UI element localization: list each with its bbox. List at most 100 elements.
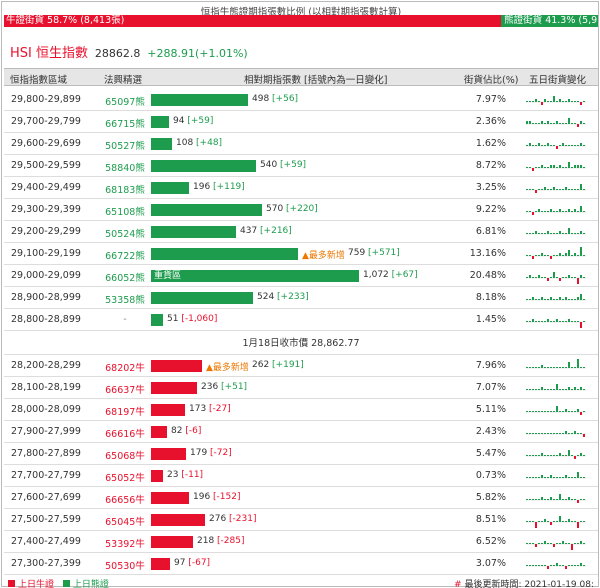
sparkline-bar xyxy=(544,565,546,566)
sparkline-bar xyxy=(571,211,573,212)
daily-change: [+571] xyxy=(368,248,400,258)
warrant-code-link[interactable]: 66616牛 xyxy=(105,429,145,440)
sparkline-bar xyxy=(535,565,537,566)
sparkline-bar xyxy=(559,389,561,390)
sparkline-bar xyxy=(529,499,531,500)
table-row: 28,100-28,199 66637牛 236 [+51] 7.07% xyxy=(4,377,598,399)
warrant-code-link[interactable]: 58840熊 xyxy=(105,163,145,174)
futures-bar xyxy=(151,492,189,504)
sparkline-bar xyxy=(553,145,555,146)
futures-value: 173 [-27] xyxy=(189,404,231,414)
sparkline-bar xyxy=(547,143,549,146)
warrant-code-link[interactable]: 50527熊 xyxy=(105,141,145,152)
sparkline-bar xyxy=(550,389,552,390)
warrant-code-link[interactable]: 53358熊 xyxy=(105,295,145,306)
sparkline-bar xyxy=(553,389,555,390)
sparkline-bar xyxy=(532,101,534,102)
sparkline-bar xyxy=(562,455,564,456)
warrant-code-link[interactable]: 66656牛 xyxy=(105,495,145,506)
futures-bar xyxy=(151,558,170,570)
sparkline-bar xyxy=(580,184,582,190)
sparkline-bar xyxy=(580,477,582,478)
sparkline-bar xyxy=(571,521,573,522)
street-percent: 6.81% xyxy=(475,226,506,237)
sparkline-bar xyxy=(550,256,552,259)
five-day-sparkline xyxy=(526,554,586,574)
sparkline-bar xyxy=(565,101,567,102)
sparkline-bar xyxy=(565,233,567,234)
sparkline-bar xyxy=(580,294,582,300)
sparkline-bar xyxy=(562,389,564,390)
sparkline-bar xyxy=(547,477,549,478)
sparkline-bar xyxy=(568,477,570,478)
sparkline-bar xyxy=(526,189,528,190)
sparkline-bar xyxy=(553,367,555,368)
sparkline-bar xyxy=(562,101,564,102)
sparkline-bar xyxy=(553,299,555,300)
daily-change: [+233] xyxy=(277,292,309,302)
sparkline-bar xyxy=(532,168,534,171)
sparkline-bar xyxy=(580,412,582,415)
sparkline-bar xyxy=(526,121,528,124)
sparkline-bar xyxy=(580,165,582,168)
sparkline-bar xyxy=(562,367,564,368)
warrant-code-link[interactable]: 66715熊 xyxy=(105,119,145,130)
sparkline-bar xyxy=(559,231,561,234)
sparkline-bar xyxy=(556,477,558,478)
sparkline-bar xyxy=(538,209,540,212)
sparkline-bar xyxy=(574,165,576,168)
sparkline-bar xyxy=(538,189,540,190)
range-label: 27,400-27,499 xyxy=(11,536,81,547)
sparkline-bar xyxy=(541,277,543,278)
sparkline-bar xyxy=(574,123,576,124)
warrant-code-link[interactable]: 65052牛 xyxy=(105,473,145,484)
heavy-zone-label: 重貨區 xyxy=(154,271,182,281)
sparkline-bar xyxy=(553,455,555,456)
warrant-code-link[interactable]: 65108熊 xyxy=(105,207,145,218)
sparkline-bar xyxy=(529,167,531,168)
sparkline-bar xyxy=(574,565,576,566)
futures-bar xyxy=(151,226,236,238)
sparkline-bar xyxy=(556,299,558,300)
sparkline-bar xyxy=(580,433,582,434)
warrant-code-link[interactable]: 66052熊 xyxy=(105,273,145,284)
warrant-code-link[interactable]: 68183熊 xyxy=(105,185,145,196)
futures-value: 262 [+191] xyxy=(252,360,304,370)
sparkline-bar xyxy=(568,228,570,234)
sparkline-bar xyxy=(559,411,561,412)
range-label: 29,200-29,299 xyxy=(11,226,81,237)
warrant-code-link[interactable]: 65097熊 xyxy=(105,97,145,108)
contracts-count: 759 xyxy=(348,248,369,258)
warrant-code-link[interactable]: 66722熊 xyxy=(105,251,145,262)
sparkline-bar xyxy=(571,233,573,234)
warrant-code-link[interactable]: 66637牛 xyxy=(105,385,145,396)
sparkline-bar xyxy=(547,543,549,544)
futures-value: 196 [-152] xyxy=(193,492,241,502)
warrant-code-link[interactable]: 50530牛 xyxy=(105,561,145,572)
sparkline-bar xyxy=(553,165,555,168)
warrant-code-link[interactable]: 65068牛 xyxy=(105,451,145,462)
sparkline-bar xyxy=(580,453,582,456)
five-day-sparkline xyxy=(526,178,586,198)
sparkline-bar xyxy=(547,211,549,212)
sparkline-bar xyxy=(544,321,546,322)
index-name[interactable]: HSI 恒生指數 xyxy=(10,46,88,61)
warrant-code-link[interactable]: 65045牛 xyxy=(105,517,145,528)
sparkline-bar xyxy=(550,565,552,566)
sparkline-bar xyxy=(550,433,552,434)
sparkline-bar xyxy=(577,321,579,322)
warrant-code-link[interactable]: 50524熊 xyxy=(105,229,145,240)
daily-change: [-6] xyxy=(185,426,202,436)
sparkline-bar xyxy=(559,494,561,500)
futures-value: 540 [+59] xyxy=(260,160,306,170)
sparkline-bar xyxy=(565,543,567,544)
sparkline-bar xyxy=(559,189,561,190)
warrant-code-link[interactable]: 68202牛 xyxy=(105,363,145,374)
warrant-code-link[interactable]: 53392牛 xyxy=(105,539,145,550)
sparkline-bar xyxy=(544,299,546,300)
daily-change: [-152] xyxy=(213,492,241,502)
sparkline-bar xyxy=(532,455,534,456)
sparkline-bar xyxy=(559,565,561,566)
sparkline-bar xyxy=(538,521,540,522)
warrant-code-link[interactable]: 68197牛 xyxy=(105,407,145,418)
